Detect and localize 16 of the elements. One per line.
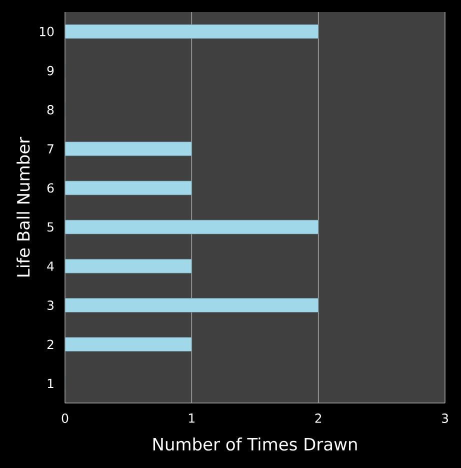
y-tick-label: 1	[48, 378, 54, 388]
y-tick-label: 8	[47, 105, 54, 114]
y-tick-label: 10	[40, 26, 54, 36]
y-tick-label: 5	[47, 222, 54, 232]
x-tick-label: 0	[62, 414, 68, 423]
x-tick-label: 2	[315, 414, 322, 423]
x-tick-label: 1	[189, 414, 194, 423]
y-tick-label: 4	[47, 262, 54, 271]
x-axis-title: Number of Times Drawn	[153, 437, 357, 451]
y-axis-title: Life Ball Number	[16, 136, 30, 276]
y-tick-label: 7	[48, 144, 54, 154]
y-tick-label: 2	[47, 340, 54, 349]
y-tick-label: 3	[47, 300, 54, 310]
x-tick-label: 3	[442, 414, 448, 423]
y-tick-label: 9	[47, 66, 54, 76]
y-tick-label: 6	[47, 183, 54, 193]
